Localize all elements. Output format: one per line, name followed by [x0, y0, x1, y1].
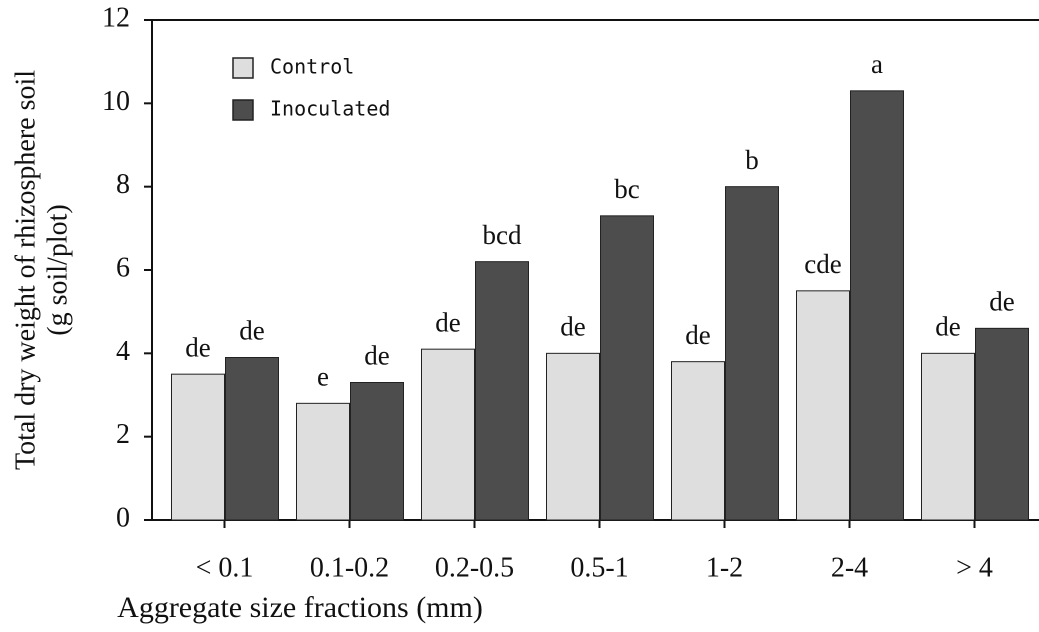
bar-letter: de — [364, 341, 390, 371]
x-tick-label: 2-4 — [831, 552, 868, 583]
bar — [850, 90, 904, 521]
legend-label: Inoculated — [270, 97, 390, 121]
y-axis-label: (g soil/plot) — [42, 204, 73, 335]
bar — [600, 215, 654, 521]
y-tick-label: 6 — [116, 252, 130, 283]
y-axis-label: Total dry weight of rhizosphere soil — [10, 70, 41, 470]
bar — [975, 327, 1029, 521]
legend-label: Control — [270, 55, 354, 79]
bar-letter: de — [239, 316, 265, 346]
bar — [546, 352, 600, 521]
legend-swatch — [232, 99, 254, 121]
x-tick-label: 0.2-0.5 — [435, 552, 514, 583]
x-tick-label: > 4 — [956, 552, 993, 583]
bar — [171, 373, 225, 521]
bar-letter: de — [185, 332, 211, 362]
bar-letter: b — [745, 145, 759, 175]
x-axis-label: Aggregate size fractions (mm) — [117, 591, 483, 624]
bar — [671, 361, 725, 521]
bar — [421, 348, 475, 521]
y-tick-label: 8 — [116, 169, 130, 200]
bar-letter: de — [685, 320, 711, 350]
bar — [350, 382, 404, 521]
y-tick-label: 2 — [116, 419, 130, 450]
bar-letter: cde — [804, 249, 841, 279]
x-tick-label: < 0.1 — [196, 552, 254, 583]
bar — [296, 402, 350, 521]
y-tick-label: 0 — [116, 502, 130, 533]
bar — [921, 352, 975, 521]
bar-letter: de — [935, 312, 961, 342]
x-tick-label: 0.5-1 — [570, 552, 628, 583]
bar-letter: bc — [614, 174, 640, 204]
x-tick-label: 1-2 — [706, 552, 743, 583]
bar — [475, 261, 529, 521]
y-tick-label: 10 — [102, 86, 130, 117]
bar-letter: de — [560, 312, 586, 342]
y-tick-label: 12 — [102, 2, 130, 33]
bar-letter: a — [871, 49, 883, 79]
bar — [725, 186, 779, 521]
bar-letter: de — [435, 307, 461, 337]
bar — [225, 357, 279, 521]
legend-swatch — [232, 57, 254, 79]
bar-letter: e — [317, 362, 329, 392]
bar-letter: de — [989, 287, 1015, 317]
y-tick-label: 4 — [116, 336, 130, 367]
bar-letter: bcd — [483, 220, 522, 250]
x-tick-label: 0.1-0.2 — [310, 552, 389, 583]
bar — [796, 290, 850, 521]
